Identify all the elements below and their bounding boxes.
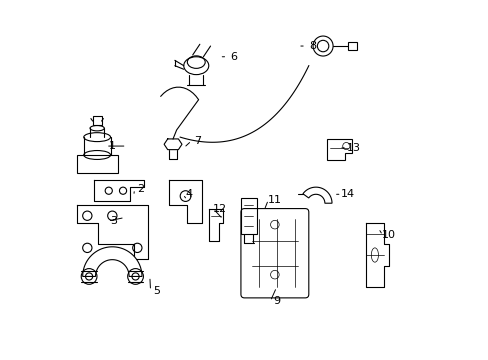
Text: 7: 7 xyxy=(194,136,201,146)
Text: 10: 10 xyxy=(382,230,395,240)
Text: 14: 14 xyxy=(340,189,354,199)
Text: 3: 3 xyxy=(110,216,118,226)
Text: 6: 6 xyxy=(230,52,237,62)
Text: 11: 11 xyxy=(267,195,281,204)
Bar xyxy=(77,155,118,173)
Bar xyxy=(93,116,102,125)
Text: 2: 2 xyxy=(137,184,144,194)
Text: 4: 4 xyxy=(185,189,192,199)
Text: 5: 5 xyxy=(153,286,160,296)
Polygon shape xyxy=(82,247,142,276)
Polygon shape xyxy=(303,187,331,203)
Polygon shape xyxy=(326,139,351,160)
Text: 8: 8 xyxy=(308,41,315,51)
Text: 12: 12 xyxy=(212,203,226,213)
FancyBboxPatch shape xyxy=(241,208,308,298)
Bar xyxy=(347,42,356,50)
Text: 9: 9 xyxy=(272,296,280,306)
Text: 13: 13 xyxy=(346,143,360,153)
Bar xyxy=(241,198,257,234)
Text: 1: 1 xyxy=(109,141,116,151)
